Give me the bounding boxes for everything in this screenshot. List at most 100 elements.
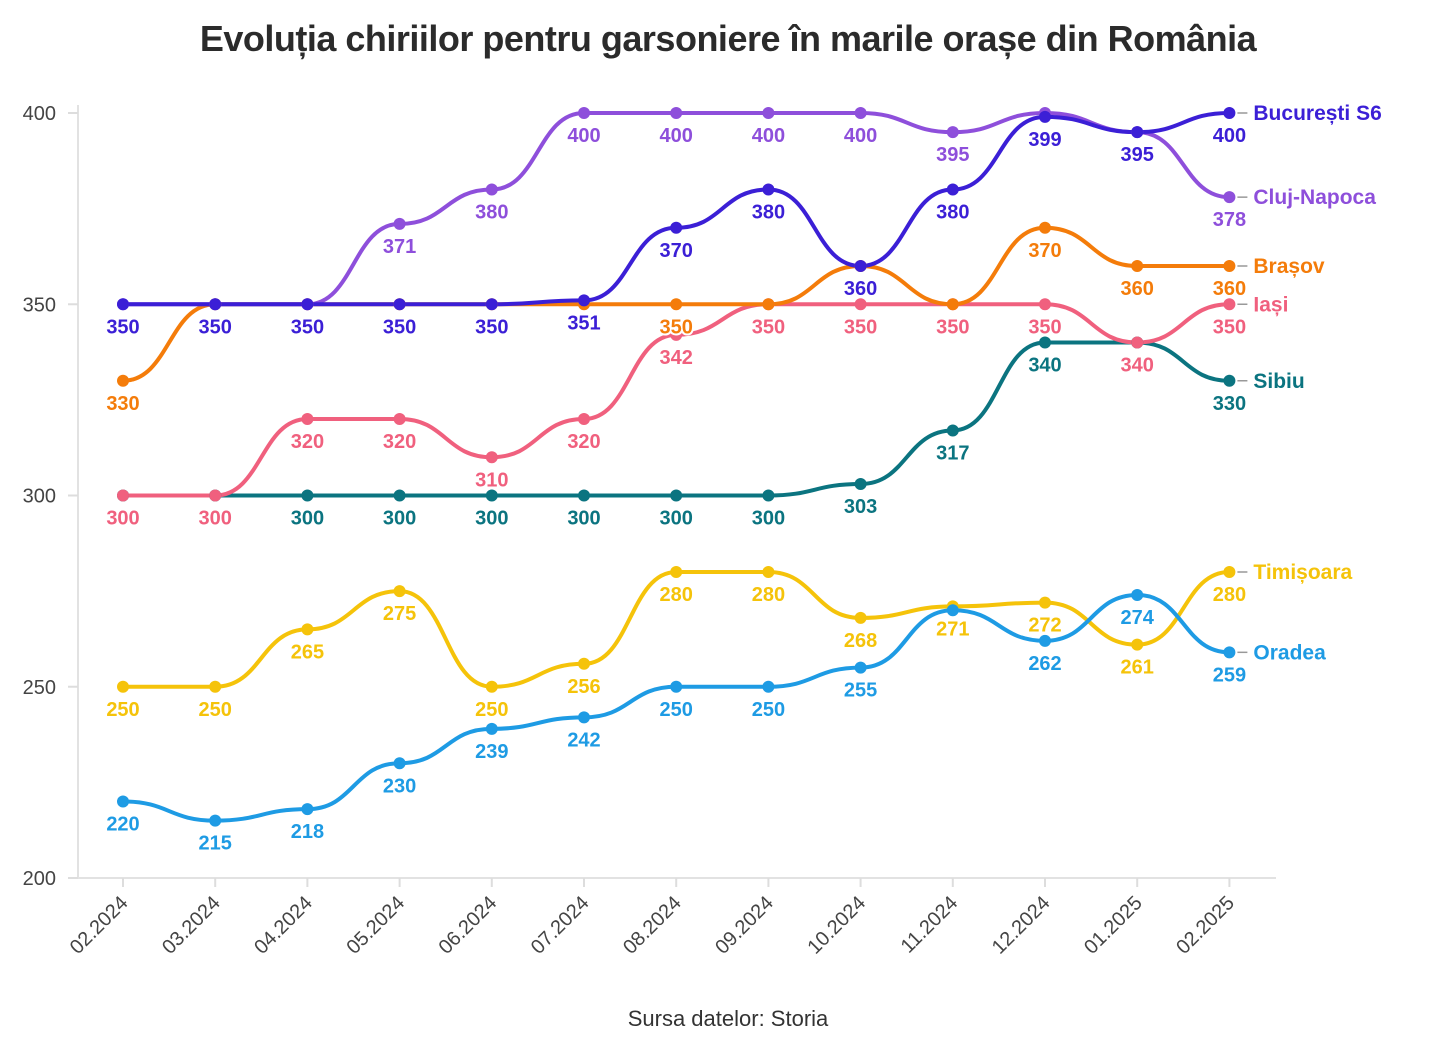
data-point — [1223, 107, 1236, 119]
data-label: 268 — [844, 630, 877, 652]
series-name-label: Cluj-Napoca — [1253, 186, 1376, 209]
data-point — [578, 294, 590, 307]
data-point — [301, 803, 314, 816]
data-label: 262 — [1028, 653, 1061, 675]
x-tick-label: 04.2024 — [250, 892, 317, 959]
data-label: 250 — [752, 699, 785, 721]
data-label: 350 — [844, 316, 877, 338]
data-point — [854, 611, 867, 624]
data-label: 250 — [199, 699, 232, 721]
data-point — [393, 489, 406, 502]
data-label: 300 — [752, 508, 785, 530]
data-label: 399 — [1028, 129, 1061, 151]
data-point — [1131, 260, 1144, 272]
data-label: 340 — [1028, 355, 1061, 377]
data-label: 350 — [1028, 316, 1061, 338]
data-point — [301, 413, 314, 425]
data-point — [485, 183, 498, 196]
data-labels: 371 380 400 400 400 400 395 378 350 350 350 350 350 3… — [104, 123, 1248, 857]
data-point — [393, 585, 406, 598]
data-label: 350 — [199, 316, 232, 338]
series-name-labels: Cluj-Napoca București S6 Iași Brașov Sibiu Ti… — [1237, 102, 1382, 664]
data-label: 255 — [844, 680, 877, 702]
y-tick-label: 300 — [23, 486, 56, 508]
data-point — [1039, 110, 1051, 123]
data-point — [301, 298, 314, 311]
data-label: 350 — [660, 316, 693, 338]
series-name-label: Iași — [1253, 293, 1288, 316]
data-point — [946, 298, 959, 311]
source-note: Sursa datelor: Storia — [627, 1006, 829, 1031]
data-point — [854, 298, 867, 311]
data-label: 350 — [291, 316, 324, 338]
x-tick-label: 10.2024 — [803, 892, 870, 959]
data-point — [1039, 298, 1051, 311]
data-point — [854, 478, 867, 491]
data-label: 350 — [475, 316, 508, 338]
chart-title: Evoluția chiriilor pentru garsoniere în … — [199, 18, 1257, 59]
data-label: 350 — [752, 316, 785, 338]
series-name-label: Sibiu — [1253, 370, 1304, 393]
data-label: 320 — [383, 431, 416, 453]
data-point — [1131, 126, 1144, 139]
data-label: 300 — [106, 508, 139, 530]
data-point — [762, 566, 775, 578]
data-point — [762, 489, 775, 502]
data-label: 400 — [752, 125, 785, 147]
data-point — [209, 680, 222, 693]
data-label: 400 — [567, 125, 600, 147]
data-label: 378 — [1213, 209, 1246, 231]
data-point — [209, 298, 222, 311]
axes: 200 250 300 350 400 02.2024 03.2024 04.2024 05.2… — [23, 103, 1276, 959]
series-points — [117, 107, 1236, 827]
data-point — [670, 328, 683, 341]
data-point — [485, 680, 498, 693]
data-label: 274 — [1121, 607, 1155, 629]
data-label: 351 — [567, 312, 600, 334]
data-point — [1039, 336, 1051, 349]
data-label: 300 — [199, 508, 232, 530]
data-point — [670, 298, 683, 311]
x-tick-label: 02.2024 — [66, 892, 133, 959]
data-label: 360 — [844, 278, 877, 300]
data-point — [670, 221, 683, 234]
x-tick-label: 02.2025 — [1172, 892, 1239, 959]
y-tick-label: 250 — [23, 677, 56, 699]
data-point — [670, 107, 683, 119]
data-label: 330 — [1213, 393, 1246, 415]
data-label: 350 — [936, 316, 969, 338]
data-point — [209, 814, 222, 827]
data-label: 272 — [1028, 615, 1061, 637]
data-label: 400 — [660, 125, 693, 147]
data-point — [670, 566, 683, 578]
data-point — [762, 107, 775, 119]
data-point — [578, 711, 590, 724]
data-point — [485, 489, 498, 502]
data-point — [670, 680, 683, 693]
data-label: 259 — [1213, 664, 1246, 686]
data-point — [762, 183, 775, 196]
series-name-label: Oradea — [1253, 641, 1326, 664]
data-point — [946, 183, 959, 196]
data-label: 350 — [1213, 316, 1246, 338]
data-label: 280 — [1213, 584, 1246, 606]
data-label: 350 — [383, 316, 416, 338]
series-name-label: Brașov — [1253, 255, 1325, 278]
x-tick-label: 07.2024 — [527, 892, 594, 959]
data-point — [117, 298, 129, 311]
data-point — [1131, 588, 1144, 601]
data-label: 250 — [106, 699, 139, 721]
data-label: 317 — [936, 442, 969, 464]
data-label: 395 — [936, 144, 969, 166]
data-label: 275 — [383, 603, 416, 625]
data-point — [1223, 260, 1236, 272]
data-label: 303 — [844, 496, 877, 518]
data-label: 310 — [475, 469, 508, 491]
data-point — [1223, 191, 1236, 204]
data-label: 250 — [660, 699, 693, 721]
data-point — [1131, 638, 1144, 651]
y-tick-label: 400 — [23, 103, 56, 125]
data-point — [578, 107, 590, 119]
data-label: 220 — [106, 814, 139, 836]
data-point — [209, 489, 222, 502]
